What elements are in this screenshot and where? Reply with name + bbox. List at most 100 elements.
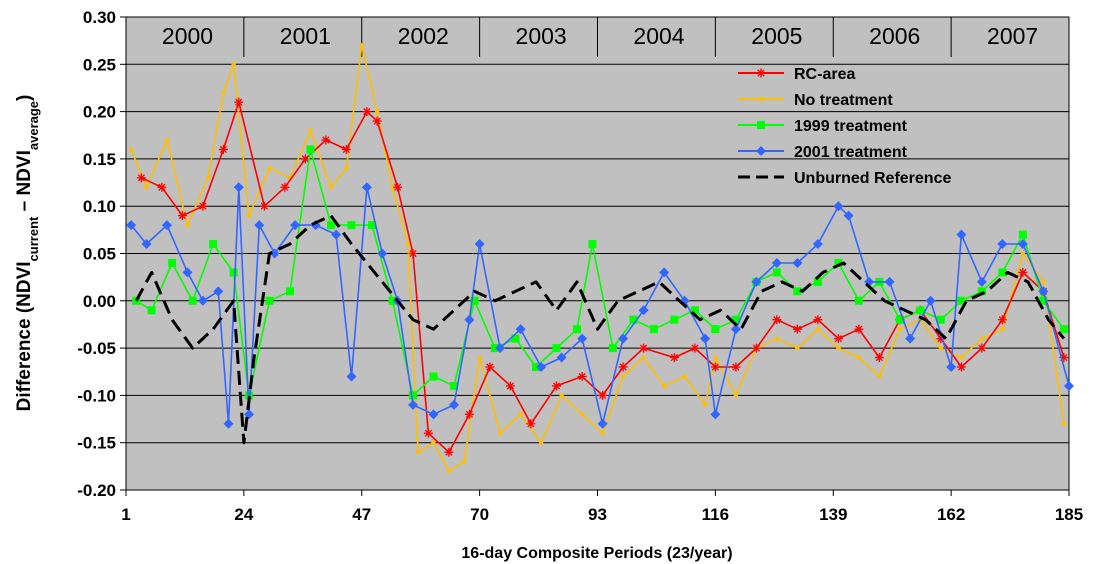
diamond-marker — [659, 267, 670, 278]
y-tick-label: 0.10 — [83, 197, 116, 216]
diamond-marker — [710, 409, 721, 420]
dot-marker — [661, 383, 667, 389]
diamond-marker — [556, 352, 567, 363]
diamond-marker — [182, 267, 193, 278]
dot-marker — [446, 468, 452, 474]
asterisk-marker — [854, 324, 864, 334]
series-2001-treatment — [126, 182, 1074, 429]
diamond-marker — [428, 409, 439, 420]
diamond-marker — [377, 248, 388, 259]
x-tick-label: 24 — [234, 505, 253, 524]
square-marker — [916, 306, 925, 315]
x-tick-label: 116 — [702, 505, 729, 524]
diamond-marker — [925, 295, 936, 306]
dot-marker — [405, 241, 411, 247]
dot-marker — [128, 147, 134, 152]
diamond-marker — [638, 305, 649, 316]
diamond-marker — [905, 333, 916, 344]
dot-marker — [795, 345, 800, 351]
asterisk-marker — [710, 362, 720, 372]
diamond-marker — [197, 295, 208, 306]
square-marker — [854, 296, 863, 305]
asterisk-marker — [997, 315, 1007, 325]
dot-marker — [559, 393, 564, 398]
diamond-marker — [495, 343, 506, 354]
year-dividers — [243, 17, 952, 57]
diamond-marker — [956, 229, 967, 240]
asterisk-marker — [234, 97, 244, 107]
year-label: 2001 — [280, 23, 331, 49]
series-1999-treatment — [132, 145, 1068, 400]
dot-marker — [267, 166, 272, 171]
legend-entry: No treatment — [738, 92, 893, 109]
asterisk-marker — [372, 116, 382, 126]
square-marker — [834, 258, 843, 267]
square-marker — [588, 240, 597, 249]
dot-marker — [205, 175, 211, 181]
asterisk-marker — [198, 201, 208, 211]
dot-marker — [1061, 421, 1067, 426]
asterisk-marker — [177, 211, 187, 221]
dot-marker — [477, 355, 482, 360]
asterisk-marker — [833, 334, 843, 344]
asterisk-marker — [598, 390, 608, 400]
x-axis-title: 16-day Composite Periods (23/year) — [461, 545, 732, 562]
year-label: 2006 — [869, 23, 920, 49]
asterisk-marker — [874, 353, 884, 363]
year-label: 2002 — [398, 23, 449, 49]
square-marker — [286, 287, 294, 296]
dot-marker — [1020, 251, 1026, 256]
asterisk-marker — [218, 144, 228, 154]
diamond-marker — [577, 333, 588, 344]
asterisk-marker — [731, 362, 741, 372]
dot-marker — [641, 355, 646, 360]
diamond-marker — [408, 399, 418, 410]
square-marker — [731, 315, 740, 324]
dot-marker — [897, 326, 903, 332]
asterisk-marker — [792, 324, 802, 334]
square-marker — [629, 315, 638, 324]
asterisk-marker — [259, 201, 269, 211]
dot-marker — [497, 431, 503, 436]
asterisk-marker — [639, 343, 649, 353]
asterisk-marker — [362, 107, 372, 117]
square-marker — [188, 296, 197, 305]
dot-marker — [836, 345, 841, 351]
square-marker — [793, 287, 802, 296]
dot-marker — [856, 355, 862, 360]
square-marker — [147, 306, 156, 315]
y-tick-label: 0.15 — [83, 150, 116, 169]
x-tick-label: 47 — [352, 505, 371, 524]
dot-marker — [600, 431, 605, 436]
diamond-marker — [1017, 239, 1028, 250]
diamond-marker — [141, 239, 152, 250]
legend-label: Unburned Reference — [794, 170, 951, 187]
diamond-marker — [812, 239, 823, 250]
square-marker — [998, 268, 1007, 277]
dot-marker — [538, 440, 544, 445]
legend-entry: RC-area — [738, 66, 855, 83]
year-label: 2003 — [516, 23, 567, 49]
dot-marker — [359, 43, 364, 48]
x-tick-label: 139 — [819, 505, 847, 524]
y-tick-label: 0.00 — [83, 292, 116, 311]
asterisk-marker — [813, 315, 823, 325]
y-tick-label: -0.10 — [77, 386, 116, 405]
asterisk-marker — [977, 343, 987, 353]
x-tick-label: 162 — [937, 505, 965, 524]
year-label: 2007 — [987, 23, 1038, 49]
dot-marker — [733, 393, 739, 398]
diamond-marker — [361, 182, 372, 193]
diamond-marker — [597, 418, 608, 429]
square-marker — [306, 145, 315, 154]
dot-marker — [164, 137, 170, 143]
diamond-marker — [126, 220, 137, 231]
square-marker — [209, 240, 218, 249]
diamond-marker — [515, 324, 526, 335]
square-marker — [690, 306, 699, 315]
diamond-marker — [1064, 380, 1074, 391]
square-marker — [429, 372, 438, 381]
square-marker — [711, 325, 720, 334]
asterisk-marker — [772, 315, 782, 325]
